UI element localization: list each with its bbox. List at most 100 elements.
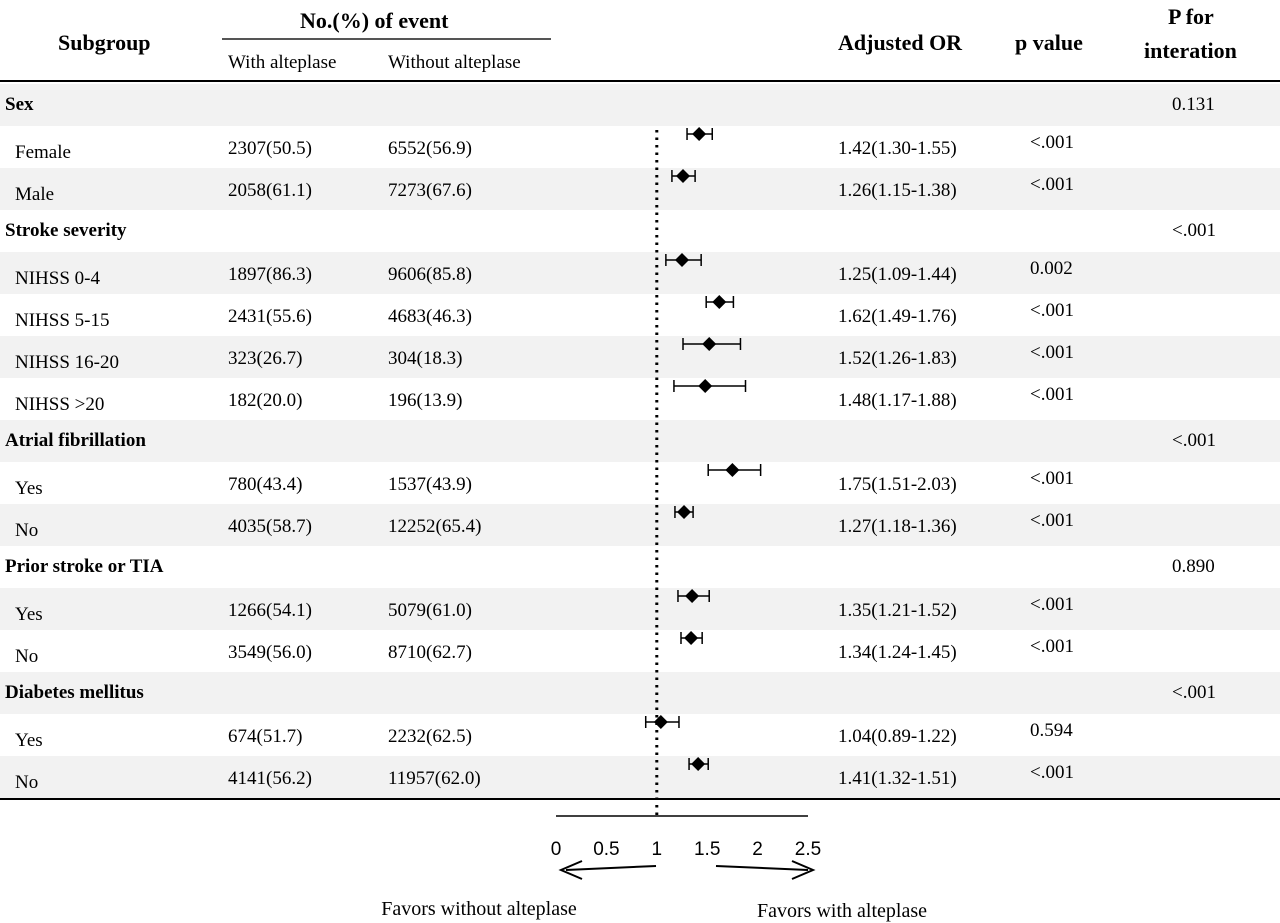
- without-alteplase-value: 196(13.9): [388, 390, 463, 411]
- or-point-marker: [702, 337, 717, 351]
- x-tick-label: 0: [551, 839, 562, 860]
- adjusted-or-value: 1.26(1.15-1.38): [838, 180, 957, 201]
- row-band: [0, 504, 1280, 546]
- row-band: [0, 84, 1280, 126]
- with-alteplase-value: 3549(56.0): [228, 642, 312, 663]
- subgroup-label: NIHSS 0-4: [15, 268, 100, 289]
- group-label: Prior stroke or TIA: [5, 556, 164, 577]
- p-value: <.001: [1030, 300, 1074, 321]
- adjusted-or-value: 1.62(1.49-1.76): [838, 306, 957, 327]
- p-interaction-header-line1: P for: [1168, 4, 1214, 29]
- p-value-header: p value: [1015, 30, 1083, 55]
- p-value: <.001: [1030, 510, 1074, 531]
- without-alteplase-value: 12252(65.4): [388, 516, 482, 537]
- table-bottom-rule: [0, 798, 1280, 800]
- with-alteplase-value: 2307(50.5): [228, 138, 312, 159]
- row-band: [0, 672, 1280, 714]
- p-interaction-value: <.001: [1172, 220, 1216, 241]
- group-label: Diabetes mellitus: [5, 682, 144, 703]
- adjusted-or-value: 1.42(1.30-1.55): [838, 138, 957, 159]
- with-alteplase-header: With alteplase: [228, 52, 337, 73]
- with-alteplase-value: 323(26.7): [228, 348, 303, 369]
- adjusted-or-value: 1.27(1.18-1.36): [838, 516, 957, 537]
- or-point-marker: [725, 463, 740, 477]
- adjusted-or-value: 1.04(0.89-1.22): [838, 726, 957, 747]
- adjusted-or-value: 1.75(1.51-2.03): [838, 474, 957, 495]
- row-band: [0, 336, 1280, 378]
- p-interaction-value: 0.890: [1172, 556, 1215, 577]
- subgroup-label: Yes: [15, 730, 43, 751]
- row-band: [0, 756, 1280, 798]
- favors-with-label: Favors with alteplase: [757, 900, 927, 922]
- p-interaction-value: <.001: [1172, 682, 1216, 703]
- with-alteplase-value: 182(20.0): [228, 390, 303, 411]
- adjusted-or-value: 1.25(1.09-1.44): [838, 264, 957, 285]
- or-point-marker: [698, 379, 713, 393]
- without-alteplase-value: 304(18.3): [388, 348, 463, 369]
- subgroup-label: Yes: [15, 478, 43, 499]
- p-interaction-header-line2: interation: [1144, 38, 1237, 63]
- p-value: <.001: [1030, 594, 1074, 615]
- without-alteplase-header: Without alteplase: [388, 52, 521, 73]
- or-point-marker: [675, 253, 689, 267]
- p-value: <.001: [1030, 762, 1074, 783]
- x-tick-label: 0.5: [593, 839, 619, 860]
- subgroup-label: Female: [15, 142, 71, 163]
- p-value: 0.594: [1030, 720, 1073, 741]
- with-alteplase-value: 1266(54.1): [228, 600, 312, 621]
- x-tick-label: 2.5: [795, 839, 821, 860]
- subgroup-label: No: [15, 520, 39, 541]
- without-alteplase-value: 9606(85.8): [388, 264, 472, 285]
- subgroup-label: No: [15, 772, 39, 793]
- p-value: <.001: [1030, 636, 1074, 657]
- with-alteplase-value: 1897(86.3): [228, 264, 312, 285]
- or-point-marker: [712, 295, 727, 309]
- p-value: <.001: [1030, 342, 1074, 363]
- or-point-marker: [684, 631, 699, 645]
- adjusted-or-value: 1.52(1.26-1.83): [838, 348, 957, 369]
- p-value: <.001: [1030, 468, 1074, 489]
- without-alteplase-value: 2232(62.5): [388, 726, 472, 747]
- p-value: <.001: [1030, 132, 1074, 153]
- without-alteplase-value: 8710(62.7): [388, 642, 472, 663]
- row-band: [0, 420, 1280, 462]
- without-alteplase-value: 5079(61.0): [388, 600, 472, 621]
- subgroup-label: NIHSS >20: [15, 394, 105, 415]
- with-alteplase-value: 4035(58.7): [228, 516, 312, 537]
- row-band: [0, 168, 1280, 210]
- left-arrow-shaft: [565, 865, 657, 871]
- row-band: [0, 588, 1280, 630]
- with-alteplase-value: 674(51.7): [228, 726, 303, 747]
- right-arrow-head: [791, 860, 816, 880]
- or-point-marker: [691, 757, 706, 771]
- event-header-rule: [222, 38, 551, 40]
- with-alteplase-value: 2431(55.6): [228, 306, 312, 327]
- subgroup-label: No: [15, 646, 39, 667]
- favors-without-label: Favors without alteplase: [381, 898, 577, 920]
- adjusted-or-header: Adjusted OR: [838, 30, 963, 55]
- with-alteplase-value: 4141(56.2): [228, 768, 312, 789]
- without-alteplase-value: 1537(43.9): [388, 474, 472, 495]
- subgroup-label: Yes: [15, 604, 43, 625]
- p-value: <.001: [1030, 384, 1074, 405]
- subgroup-label: NIHSS 16-20: [15, 352, 119, 373]
- without-alteplase-value: 6552(56.9): [388, 138, 472, 159]
- x-tick-label: 1.5: [694, 839, 720, 860]
- adjusted-or-value: 1.35(1.21-1.52): [838, 600, 957, 621]
- without-alteplase-value: 11957(62.0): [388, 768, 481, 789]
- group-label: Sex: [5, 94, 34, 115]
- x-tick-label: 1: [652, 839, 663, 860]
- header-bottom-rule: [0, 80, 1280, 82]
- adjusted-or-value: 1.41(1.32-1.51): [838, 768, 957, 789]
- left-arrow-head: [558, 860, 583, 880]
- subgroup-header: Subgroup: [58, 30, 151, 55]
- or-point-marker: [676, 169, 691, 183]
- or-point-marker: [653, 715, 668, 729]
- p-value: 0.002: [1030, 258, 1073, 279]
- right-arrow-shaft: [715, 865, 809, 871]
- group-label: Atrial fibrillation: [5, 430, 146, 451]
- event-header: No.(%) of event: [300, 8, 449, 33]
- p-interaction-value: <.001: [1172, 430, 1216, 451]
- with-alteplase-value: 780(43.4): [228, 474, 303, 495]
- without-alteplase-value: 4683(46.3): [388, 306, 472, 327]
